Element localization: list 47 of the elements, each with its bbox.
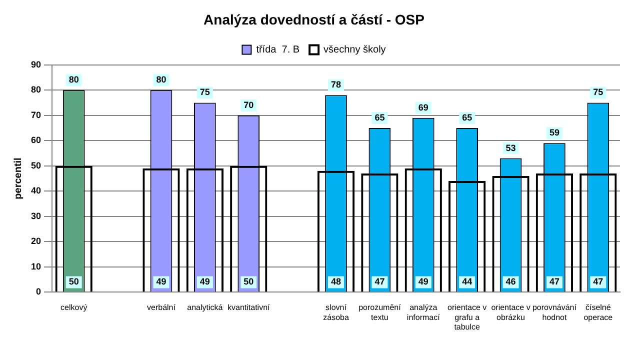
x-tick-label: analytická	[187, 303, 224, 312]
x-tick-label: číselné operace	[584, 303, 614, 322]
data-label: 65	[462, 112, 472, 122]
y-tick-label: 90	[30, 59, 42, 70]
data-label: 59	[549, 128, 560, 138]
data-label: 44	[462, 276, 472, 287]
data-label: 78	[331, 80, 342, 90]
y-tick-label: 70	[30, 110, 42, 120]
data-label: 80	[68, 74, 79, 85]
data-label: 69	[418, 102, 428, 112]
data-label: 49	[200, 276, 210, 287]
data-label: 75	[200, 87, 210, 98]
y-tick-label: 0	[36, 286, 42, 297]
y-tick-label: 30	[30, 210, 42, 221]
x-tick-label: porozumění textu	[358, 303, 402, 322]
chart-title: Analýza dovedností a částí - OSP	[204, 11, 424, 28]
data-label: 70	[244, 100, 254, 110]
x-tick-label: kvantitativní	[227, 303, 271, 312]
data-label: 49	[418, 276, 428, 287]
x-tick-label: orientace v grafu a tabulce	[448, 303, 487, 332]
data-label: 50	[68, 276, 79, 287]
x-tick-label: orientace v obrázku	[491, 303, 530, 322]
y-tick-label: 60	[30, 135, 42, 146]
data-label: 49	[156, 276, 166, 287]
y-axis-title: percentil	[12, 157, 24, 200]
legend-label: třída 7. B	[256, 44, 300, 56]
data-label: 53	[506, 142, 516, 153]
data-label: 48	[331, 276, 342, 287]
data-label: 65	[374, 112, 385, 122]
data-label: 80	[156, 74, 166, 85]
data-label: 47	[593, 276, 604, 287]
x-tick-label: porovnávání hodnot	[532, 303, 578, 322]
x-tick-label: verbální	[147, 303, 176, 312]
data-label: 75	[593, 87, 604, 98]
x-tick-label: analýza informací	[406, 303, 441, 322]
legend-label: všechny školy	[324, 44, 386, 56]
y-tick-label: 80	[30, 84, 42, 95]
y-tick-label: 40	[30, 186, 42, 196]
y-tick-label: 50	[30, 160, 42, 170]
data-label: 47	[374, 276, 385, 287]
data-label: 47	[549, 276, 560, 287]
data-label: 46	[506, 276, 516, 287]
y-tick-label: 10	[30, 261, 42, 272]
y-tick-label: 20	[30, 236, 42, 246]
x-tick-label: slovní zásoba	[323, 303, 350, 322]
data-label: 50	[244, 276, 254, 287]
x-tick-label: celkový	[60, 303, 88, 312]
